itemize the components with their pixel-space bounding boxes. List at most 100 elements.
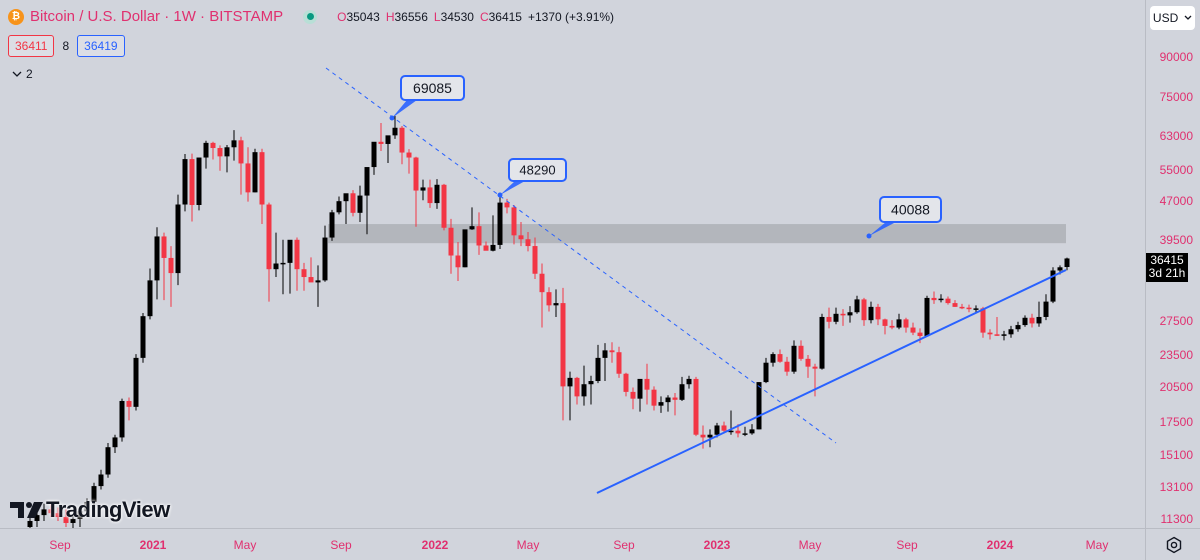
chart-pane[interactable]: 69085 48290 40088 ₿ Bitcoin / U.S. Dollar … bbox=[0, 0, 1145, 528]
candle-up bbox=[854, 299, 860, 313]
candle-down bbox=[693, 378, 699, 435]
candle-up bbox=[819, 316, 825, 369]
close-label: C bbox=[479, 9, 489, 24]
candle-down bbox=[959, 306, 965, 309]
candle-up bbox=[119, 400, 125, 438]
candle-down bbox=[63, 517, 69, 523]
candle-down bbox=[644, 378, 650, 390]
candle-up bbox=[581, 384, 587, 397]
candlestick-plot[interactable]: 69085 48290 40088 bbox=[0, 0, 1145, 528]
candle-down bbox=[966, 307, 972, 310]
candle-up bbox=[973, 308, 979, 310]
candle-up bbox=[602, 350, 608, 358]
candle-up bbox=[231, 140, 237, 148]
bitcoin-icon: ₿ bbox=[8, 8, 24, 25]
callout-label: 48290 bbox=[519, 163, 555, 178]
price-tick-label: 75000 bbox=[1159, 90, 1193, 104]
candle-down bbox=[917, 332, 923, 337]
chart-settings-button[interactable] bbox=[1145, 528, 1200, 560]
candle-up bbox=[567, 377, 573, 387]
candle-down bbox=[910, 327, 916, 333]
candle-down bbox=[798, 345, 804, 359]
candle-down bbox=[532, 246, 538, 274]
candle-down bbox=[1029, 317, 1035, 324]
candle-up bbox=[175, 204, 181, 274]
candle-down bbox=[245, 163, 251, 193]
candle-up bbox=[392, 127, 398, 136]
candle-up bbox=[868, 306, 874, 321]
candle-down bbox=[651, 389, 657, 406]
high-label: H bbox=[385, 9, 395, 24]
candle-down bbox=[700, 434, 706, 438]
candle-down bbox=[952, 303, 958, 307]
time-tick-label: Sep bbox=[330, 538, 352, 552]
candle-up bbox=[154, 236, 160, 281]
candle-down bbox=[518, 235, 524, 240]
candle-up bbox=[77, 511, 83, 519]
candle-down bbox=[672, 397, 678, 400]
time-tick-label: Sep bbox=[613, 538, 635, 552]
candle-down bbox=[413, 157, 419, 191]
time-axis[interactable]: Sep 2021 May Sep 2022 May Sep 2023 May Sep 2024 May bbox=[0, 528, 1145, 560]
candle-down bbox=[441, 184, 447, 228]
symbol-title[interactable]: Bitcoin / U.S. Dollar · 1W · BITSTAMP bbox=[30, 8, 284, 25]
callout-label: 40088 bbox=[891, 202, 930, 218]
ascending-trendline[interactable] bbox=[596, 269, 1067, 494]
candle-down bbox=[455, 255, 461, 268]
candle-up bbox=[27, 520, 33, 528]
candle-up bbox=[714, 425, 720, 435]
callout-pointer bbox=[500, 181, 525, 195]
candle-down bbox=[994, 334, 1000, 336]
candle-down bbox=[483, 245, 489, 251]
candle-up bbox=[70, 519, 76, 523]
candle-up bbox=[1043, 301, 1049, 317]
candle-up bbox=[364, 167, 370, 196]
candle-up bbox=[252, 152, 258, 193]
candle-up bbox=[497, 202, 503, 245]
callout-box[interactable] bbox=[508, 158, 567, 182]
buy-button[interactable]: 36419 bbox=[77, 35, 125, 57]
candle-up bbox=[1036, 316, 1042, 324]
callout-anchor[interactable] bbox=[866, 233, 872, 239]
candle-down bbox=[126, 400, 132, 407]
currency-selector[interactable]: USD bbox=[1150, 6, 1195, 30]
resistance-zone[interactable] bbox=[328, 224, 1066, 244]
callout-pointer bbox=[869, 222, 896, 236]
candle-up bbox=[203, 142, 209, 158]
sell-button[interactable]: 36411 bbox=[8, 35, 55, 57]
indicators-toggle[interactable]: 2 bbox=[12, 67, 33, 81]
candle-up bbox=[147, 280, 153, 317]
candle-down bbox=[350, 193, 356, 213]
time-tick-label: May bbox=[1085, 538, 1109, 552]
time-tick-label: 2023 bbox=[703, 538, 731, 552]
candle-up bbox=[420, 187, 426, 191]
candle-up bbox=[665, 397, 671, 403]
callout-anchor[interactable] bbox=[389, 115, 395, 121]
callout-box[interactable] bbox=[879, 196, 942, 223]
candle-down bbox=[931, 297, 937, 301]
callout-box[interactable] bbox=[400, 75, 465, 101]
descending-trendline[interactable] bbox=[325, 67, 837, 444]
candle-up bbox=[196, 157, 202, 205]
candle-up bbox=[1022, 317, 1028, 326]
candle-up bbox=[1015, 325, 1021, 330]
candle-up bbox=[280, 262, 286, 265]
candle-down bbox=[378, 141, 384, 144]
candle-down bbox=[238, 140, 244, 164]
price-tick-label: 63000 bbox=[1159, 129, 1193, 143]
candle-down bbox=[161, 236, 167, 258]
candle-up bbox=[336, 201, 342, 213]
callout-anchor[interactable] bbox=[497, 192, 503, 198]
candle-up bbox=[287, 239, 293, 263]
price-tick-label: 47000 bbox=[1159, 194, 1193, 208]
candle-down bbox=[840, 313, 846, 316]
candle-up bbox=[105, 447, 111, 475]
candle-up bbox=[847, 312, 853, 316]
price-tick-label: 15100 bbox=[1159, 448, 1193, 462]
candle-down bbox=[48, 509, 54, 514]
market-status-icon[interactable] bbox=[303, 9, 318, 24]
candle-up bbox=[490, 244, 496, 251]
candle-down bbox=[861, 299, 867, 321]
price-tick-label: 23500 bbox=[1159, 348, 1193, 362]
candle-down bbox=[987, 332, 993, 335]
